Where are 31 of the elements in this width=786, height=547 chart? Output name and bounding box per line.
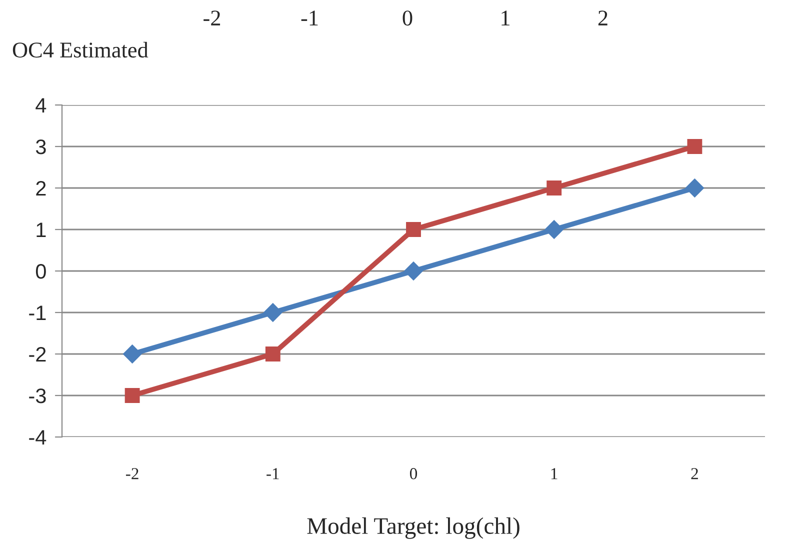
y-tick-label: 0 <box>36 264 46 279</box>
y-tick-label: -1 <box>29 306 46 320</box>
y-tick-label: -4 <box>29 430 46 445</box>
point <box>406 222 421 237</box>
x-axis-title: Model Target: log(chl) <box>307 517 520 539</box>
text: -2 <box>204 10 220 26</box>
y-tick-label: 1 <box>36 222 46 238</box>
text: 2 <box>598 10 608 26</box>
point <box>685 178 704 198</box>
point <box>264 303 282 322</box>
y-tick-label: 3 <box>36 140 46 154</box>
x-tick-label: 1 <box>551 468 558 480</box>
y-tick-label: 4 <box>36 98 46 113</box>
point <box>544 220 564 239</box>
y-tick-label: 2 <box>36 181 46 196</box>
text: 1 <box>502 10 510 26</box>
x-tick-label: -2 <box>126 468 138 480</box>
point <box>404 262 423 280</box>
point <box>122 344 142 364</box>
point <box>124 388 140 403</box>
point <box>546 180 562 196</box>
point <box>687 139 702 154</box>
x-tick-label: -1 <box>266 468 279 480</box>
x-tick-label: 2 <box>691 468 698 480</box>
text: -1 <box>301 10 318 26</box>
y-tick-label: -2 <box>29 347 46 362</box>
x-tick-label: 0 <box>410 468 418 480</box>
point <box>265 346 280 362</box>
text: 0 <box>402 10 412 26</box>
y-tick-label: -3 <box>29 388 46 404</box>
y-axis-title: OC4 Estimated <box>12 42 148 58</box>
